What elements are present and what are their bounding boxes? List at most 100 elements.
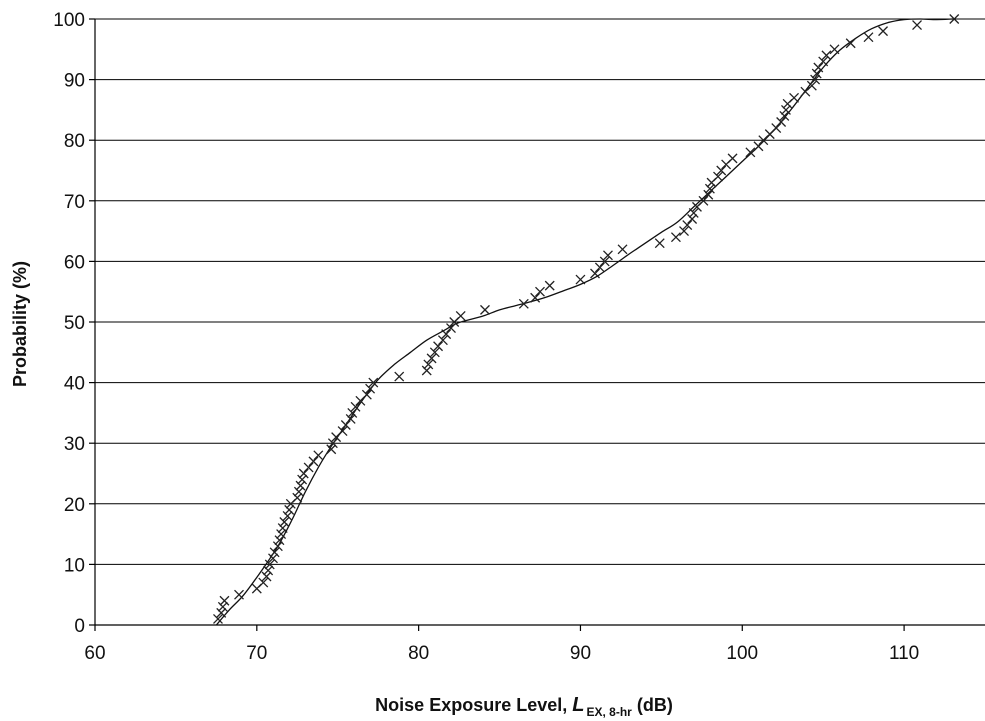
data-point-marker (698, 195, 709, 206)
data-point-marker (713, 171, 723, 182)
data-point-marker (704, 183, 715, 194)
data-point-marker (345, 414, 356, 424)
x-tick-label: 70 (246, 643, 267, 664)
y-tick-label: 70 (64, 192, 85, 213)
data-point-marker (912, 20, 922, 31)
data-point-marker (365, 383, 376, 394)
x-tick-label: 100 (726, 643, 758, 664)
data-point-marker (258, 577, 269, 588)
data-point-marker (811, 68, 822, 79)
data-point-marker (298, 468, 309, 479)
data-point-marker (350, 401, 361, 412)
data-point-marker (269, 547, 280, 558)
data-point-marker (292, 492, 303, 503)
y-tick-label: 80 (64, 131, 85, 152)
data-point-marker (421, 365, 432, 376)
data-point-marker (437, 335, 448, 346)
data-point-marker (480, 304, 490, 315)
data-point-marker (276, 529, 287, 540)
y-tick-label: 40 (64, 374, 85, 395)
data-point-marker (806, 80, 817, 91)
data-point-marker (771, 123, 782, 134)
data-markers (213, 14, 960, 624)
data-point-marker (326, 444, 337, 455)
data-point-marker (279, 517, 290, 527)
x-axis-title: Noise Exposure Level, L EX, 8-hr (dB) (375, 694, 673, 719)
data-point-marker (682, 220, 693, 230)
data-point-marker (394, 371, 405, 382)
data-point-marker (670, 232, 681, 243)
data-point-marker (308, 456, 319, 467)
data-point-marker (446, 323, 456, 334)
data-point-marker (518, 298, 529, 309)
data-point-marker (234, 589, 244, 600)
y-tick-label: 90 (64, 71, 85, 92)
data-point-marker (745, 147, 756, 158)
data-point-marker (426, 353, 437, 364)
data-point-marker (789, 92, 800, 103)
data-point-marker (213, 613, 223, 624)
y-tick-label: 30 (64, 434, 85, 455)
data-point-marker (810, 74, 821, 85)
data-point-marker (779, 111, 790, 121)
data-point-marker (781, 104, 791, 115)
data-point-marker (303, 462, 314, 473)
data-point-marker (703, 189, 714, 200)
data-point-marker (297, 474, 308, 485)
data-point-marker (617, 244, 628, 255)
data-point-marker (263, 565, 274, 576)
data-point-marker (217, 601, 228, 612)
data-point-marker (455, 310, 466, 321)
x-tick-label: 110 (889, 643, 919, 664)
data-point-marker (340, 420, 351, 430)
y-tick-label: 10 (64, 555, 85, 576)
data-point-marker (594, 262, 605, 273)
data-point-marker (949, 14, 960, 24)
x-axis-title-prefix: Noise Exposure Level, (375, 695, 572, 715)
y-tick-label: 20 (64, 495, 85, 516)
data-point-marker (313, 450, 324, 461)
x-axis-title-suffix: (dB) (632, 695, 673, 715)
data-point-marker (293, 486, 304, 497)
data-point-marker (295, 480, 306, 491)
data-point-marker (368, 377, 379, 388)
data-point-marker (813, 62, 824, 73)
data-point-marker (575, 274, 586, 285)
data-point-marker (590, 268, 600, 279)
data-point-marker (776, 117, 787, 127)
data-point-marker (441, 329, 452, 340)
y-tick-labels: 0 10 20 30 40 50 60 70 80 90 100 (53, 10, 95, 637)
data-point-marker (347, 407, 358, 418)
y-tick-label: 60 (64, 252, 85, 273)
data-point-marker (654, 238, 665, 249)
data-point-marker (268, 553, 278, 564)
gridlines (95, 18, 985, 565)
data-point-marker (530, 292, 541, 303)
y-tick-label: 100 (53, 10, 85, 31)
data-point-marker (216, 607, 227, 618)
data-point-marker (863, 32, 874, 43)
data-point-marker (818, 56, 829, 67)
x-tick-label: 80 (408, 643, 429, 664)
data-point-marker (687, 214, 698, 224)
y-axis-title: Probability (%) (10, 261, 30, 387)
y-tick-label: 50 (64, 313, 85, 334)
data-point-marker (423, 359, 434, 370)
data-point-marker (272, 541, 283, 552)
x-axis-title-subscript: EX, 8-hr (586, 705, 632, 719)
data-point-marker (821, 50, 832, 61)
data-point-marker (535, 286, 545, 297)
data-point-marker (327, 438, 338, 449)
data-point-marker (274, 535, 285, 546)
data-point-marker (727, 153, 738, 164)
data-point-marker (433, 341, 444, 352)
data-point-marker (544, 280, 555, 291)
data-point-marker (829, 44, 840, 55)
x-tick-label: 90 (570, 643, 591, 664)
data-point-marker (219, 595, 230, 606)
x-tick-labels: 60 70 80 90 100 110 (84, 625, 919, 664)
data-point-marker (264, 559, 275, 570)
x-tick-label: 60 (84, 643, 105, 664)
data-point-marker (716, 165, 727, 176)
